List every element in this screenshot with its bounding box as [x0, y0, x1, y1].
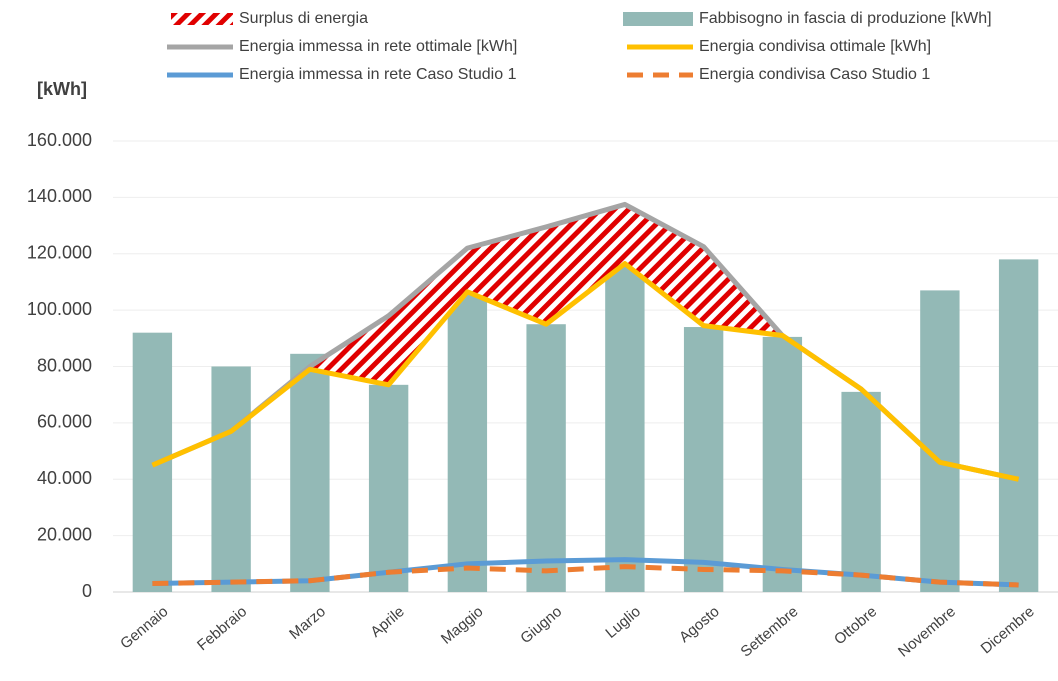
bar	[998, 259, 1039, 592]
x-tick-label: Ottobre	[831, 603, 880, 648]
bar	[290, 353, 330, 592]
x-tick-label: Novembre	[895, 603, 959, 661]
bar	[368, 384, 409, 592]
line	[151, 261, 1020, 482]
legend-swatch	[171, 13, 233, 25]
bar	[132, 332, 173, 592]
x-tick-label: Agosto	[676, 603, 723, 646]
y-axis-title: [kWh]	[37, 79, 87, 99]
legend-swatch	[623, 12, 693, 26]
y-tick-label: 100.000	[27, 299, 92, 319]
legend-label: Energia immessa in rete ottimale [kWh]	[239, 38, 517, 55]
x-tick-label: Giugno	[517, 603, 565, 647]
y-tick-label: 160.000	[27, 130, 92, 150]
dashed-line	[152, 564, 1019, 588]
x-tick-label: Marzo	[286, 603, 329, 643]
x-tick-label: Settembre	[738, 603, 802, 661]
x-tick-label: Aprile	[367, 603, 407, 641]
x-tick-label: Dicembre	[978, 603, 1038, 657]
y-tick-label: 40.000	[37, 468, 92, 488]
x-tick-label: Luglio	[602, 603, 644, 642]
x-tick-label: Febbraio	[194, 603, 250, 654]
y-tick-label: 0	[82, 581, 92, 601]
surplus-area	[152, 204, 1019, 480]
legend-label: Fabbisogno in fascia di produzione [kWh]	[699, 10, 992, 27]
bar	[211, 366, 251, 592]
x-tick-label: Gennaio	[117, 603, 171, 652]
legend-label: Surplus di energia	[239, 10, 368, 27]
legend-label: Energia condivisa ottimale [kWh]	[699, 38, 931, 55]
y-tick-label: 120.000	[27, 243, 92, 263]
line	[152, 557, 1019, 588]
bar	[605, 262, 645, 592]
bar	[526, 324, 566, 592]
y-tick-label: 60.000	[37, 412, 92, 432]
y-tick-label: 140.000	[27, 186, 92, 206]
y-tick-label: 80.000	[37, 355, 92, 375]
bar	[683, 327, 724, 592]
bar	[447, 291, 488, 592]
legend-label: Energia immessa in rete Caso Studio 1	[239, 66, 517, 83]
x-tick-label: Maggio	[438, 603, 487, 648]
bar	[841, 391, 881, 592]
y-tick-label: 20.000	[37, 524, 92, 544]
legend-label: Energia condivisa Caso Studio 1	[699, 66, 930, 83]
bar	[920, 290, 960, 592]
bar	[762, 336, 803, 592]
